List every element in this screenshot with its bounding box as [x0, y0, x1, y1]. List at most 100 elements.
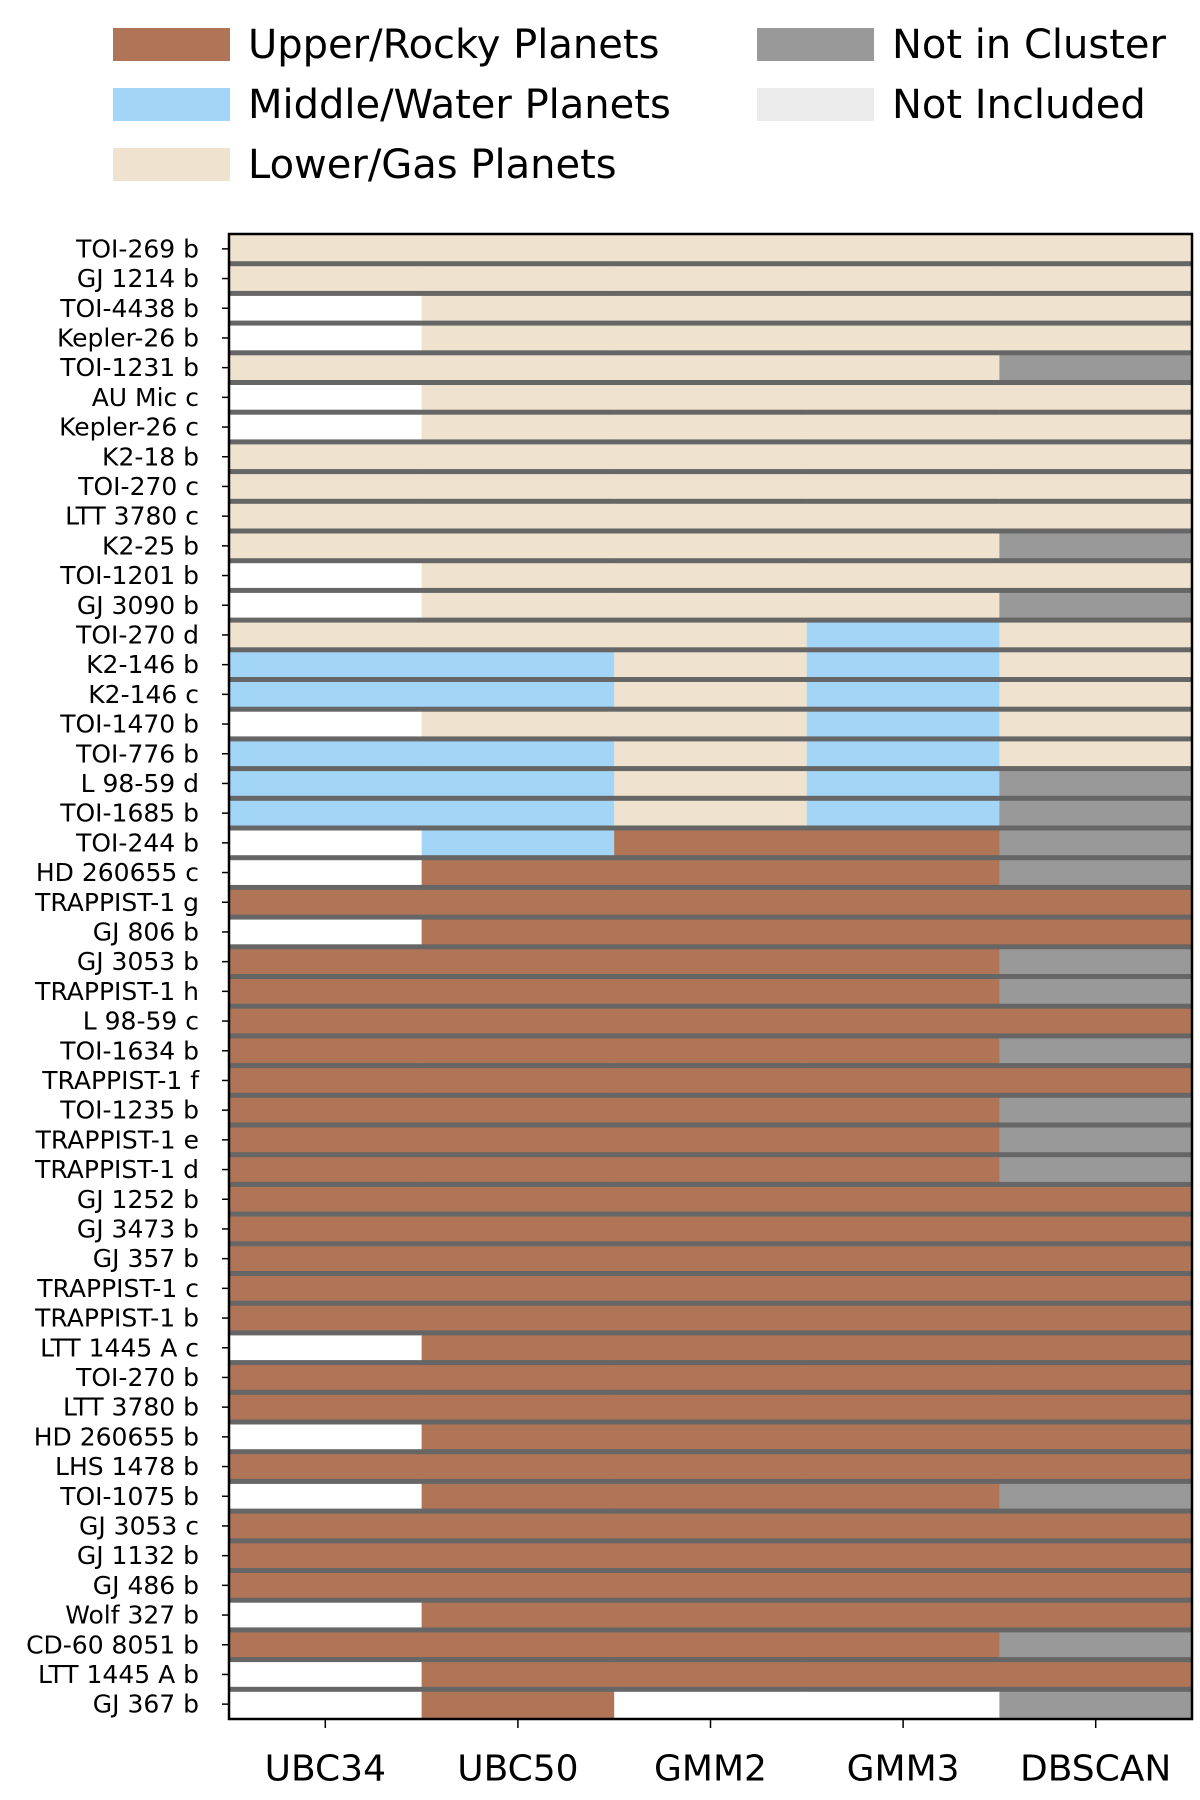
- cell-hd-260655-b-ubc34: [229, 1424, 423, 1450]
- cell-gj-367-b-ubc34: [229, 1691, 423, 1719]
- cell-gj-3053-c-gmm3: [806, 1513, 1000, 1539]
- cell-hd-260655-b-gmm3: [806, 1424, 1000, 1450]
- cell-hd-260655-c-gmm3: [806, 860, 1000, 885]
- cell-gj-806-b-gmm2: [614, 919, 808, 945]
- cell-toi-776-b-gmm2: [614, 741, 808, 767]
- cell-toi-270-d-ubc50: [421, 622, 615, 648]
- cell-toi-1201-b-ubc34: [229, 563, 423, 588]
- row-label-k2-146-c: K2-146 c: [88, 680, 199, 709]
- cell-k2-18-b-dbscan: [999, 444, 1193, 470]
- cell-gj-3090-b-gmm3: [806, 592, 1000, 618]
- cell-k2-18-b-ubc34: [229, 444, 423, 470]
- cell-k2-146-c-gmm3: [806, 682, 1000, 707]
- cell-toi-244-b-ubc50: [421, 830, 615, 856]
- cell-gj-1214-b-gmm2: [614, 266, 808, 291]
- cell-ltt-3780-b-dbscan: [999, 1394, 1193, 1420]
- cell-ltt-3780-b-ubc50: [421, 1394, 615, 1420]
- cell-k2-25-b-ubc50: [421, 533, 615, 559]
- cell-toi-270-b-dbscan: [999, 1365, 1193, 1390]
- cell-toi-4438-b-gmm2: [614, 295, 808, 321]
- cell-gj-357-b-gmm2: [614, 1246, 808, 1271]
- cell-k2-146-b-dbscan: [999, 652, 1193, 677]
- row-label-ltt-1445-a-b: LTT 1445 A b: [38, 1660, 199, 1689]
- cell-trappist-1-e-ubc50: [421, 1127, 615, 1153]
- row-label-toi-1201-b: TOI-1201 b: [59, 561, 199, 590]
- cell-lhs-1478-b-ubc34: [229, 1454, 423, 1479]
- cell-kepler-26-b-gmm3: [806, 325, 1000, 351]
- cell-toi-270-c-gmm2: [614, 474, 808, 499]
- cell-trappist-1-g-ubc50: [421, 889, 615, 915]
- cell-trappist-1-b-dbscan: [999, 1305, 1193, 1331]
- cell-ltt-3780-b-gmm2: [614, 1394, 808, 1420]
- cell-gj-3053-c-dbscan: [999, 1513, 1193, 1539]
- row-label-gj-3473-b: GJ 3473 b: [77, 1214, 199, 1243]
- cell-ltt-3780-c-gmm3: [806, 503, 1000, 529]
- cell-trappist-1-b-ubc50: [421, 1305, 615, 1331]
- row-label-lhs-1478-b: LHS 1478 b: [55, 1452, 199, 1481]
- cell-toi-4438-b-ubc50: [421, 295, 615, 321]
- cell-gj-486-b-gmm3: [806, 1573, 1000, 1598]
- row-label-k2-25-b: K2-25 b: [102, 531, 199, 560]
- cell-toi-1231-b-gmm3: [806, 355, 1000, 380]
- row-label-toi-1634-b: TOI-1634 b: [59, 1036, 199, 1065]
- cell-toi-776-b-ubc50: [421, 741, 615, 767]
- cell-trappist-1-g-gmm2: [614, 889, 808, 915]
- cell-toi-270-c-gmm3: [806, 474, 1000, 499]
- cell-k2-146-b-ubc50: [421, 652, 615, 677]
- cell-gj-3090-b-ubc50: [421, 592, 615, 618]
- cell-toi-1075-b-ubc34: [229, 1483, 423, 1509]
- cell-wolf-327-b-ubc34: [229, 1602, 423, 1628]
- cell-gj-3053-b-gmm2: [614, 949, 808, 974]
- cell-toi-270-c-ubc50: [421, 474, 615, 499]
- cell-toi-270-b-ubc50: [421, 1365, 615, 1390]
- legend-swatch-not-included: [757, 88, 874, 121]
- cell-gj-3053-b-gmm3: [806, 949, 1000, 974]
- cell-ltt-1445-a-c-ubc50: [421, 1335, 615, 1361]
- cell-toi-269-b-gmm3: [806, 234, 1000, 262]
- cell-gj-3090-b-gmm2: [614, 592, 808, 618]
- cell-trappist-1-h-ubc50: [421, 979, 615, 1004]
- row-label-gj-1214-b: GJ 1214 b: [77, 264, 199, 293]
- cell-wolf-327-b-gmm3: [806, 1602, 1000, 1628]
- cell-kepler-26-b-ubc34: [229, 325, 423, 351]
- cell-toi-244-b-dbscan: [999, 830, 1193, 856]
- cell-toi-1235-b-gmm3: [806, 1097, 1000, 1123]
- cell-ltt-1445-a-c-gmm3: [806, 1335, 1000, 1361]
- cell-gj-806-b-dbscan: [999, 919, 1193, 945]
- cell-trappist-1-h-gmm2: [614, 979, 808, 1004]
- legend-swatch-not-in-cluster: [757, 28, 874, 61]
- cell-trappist-1-g-ubc34: [229, 889, 423, 915]
- legend: Upper/Rocky Planets Middle/Water Planets L…: [113, 22, 1167, 188]
- cell-hd-260655-c-ubc34: [229, 860, 423, 885]
- cell-l-98-59-d-dbscan: [999, 771, 1193, 796]
- cell-toi-1685-b-gmm3: [806, 800, 1000, 826]
- cell-toi-1470-b-ubc50: [421, 711, 615, 737]
- row-label-k2-18-b: K2-18 b: [102, 442, 199, 471]
- row-label-toi-270-d: TOI-270 d: [75, 620, 199, 649]
- cell-lhs-1478-b-ubc50: [421, 1454, 615, 1479]
- cell-trappist-1-c-gmm2: [614, 1276, 808, 1301]
- row-label-toi-244-b: TOI-244 b: [75, 828, 199, 857]
- cell-l-98-59-c-dbscan: [999, 1008, 1193, 1034]
- cell-toi-1685-b-dbscan: [999, 800, 1193, 826]
- cell-trappist-1-b-gmm3: [806, 1305, 1000, 1331]
- legend-swatch-lower-gas-planets: [113, 148, 230, 181]
- row-label-gj-357-b: GJ 357 b: [93, 1244, 199, 1273]
- cell-k2-18-b-ubc50: [421, 444, 615, 470]
- cell-ltt-1445-a-b-gmm3: [806, 1662, 1000, 1687]
- cell-toi-270-b-ubc34: [229, 1365, 423, 1390]
- row-label-toi-1235-b: TOI-1235 b: [59, 1096, 199, 1125]
- cell-trappist-1-d-dbscan: [999, 1157, 1193, 1182]
- cell-toi-1201-b-gmm3: [806, 563, 1000, 588]
- cell-gj-1214-b-ubc34: [229, 266, 423, 291]
- cell-toi-1075-b-dbscan: [999, 1483, 1193, 1509]
- cell-toi-269-b-ubc34: [229, 234, 423, 262]
- cell-trappist-1-h-ubc34: [229, 979, 423, 1004]
- cell-ltt-1445-a-c-ubc34: [229, 1335, 423, 1361]
- cell-gj-3053-b-ubc50: [421, 949, 615, 974]
- cell-toi-1075-b-gmm3: [806, 1483, 1000, 1509]
- cell-gj-1132-b-gmm2: [614, 1543, 808, 1568]
- legend-label-not-in-cluster: Not in Cluster: [892, 22, 1167, 68]
- cell-ltt-1445-a-b-gmm2: [614, 1662, 808, 1687]
